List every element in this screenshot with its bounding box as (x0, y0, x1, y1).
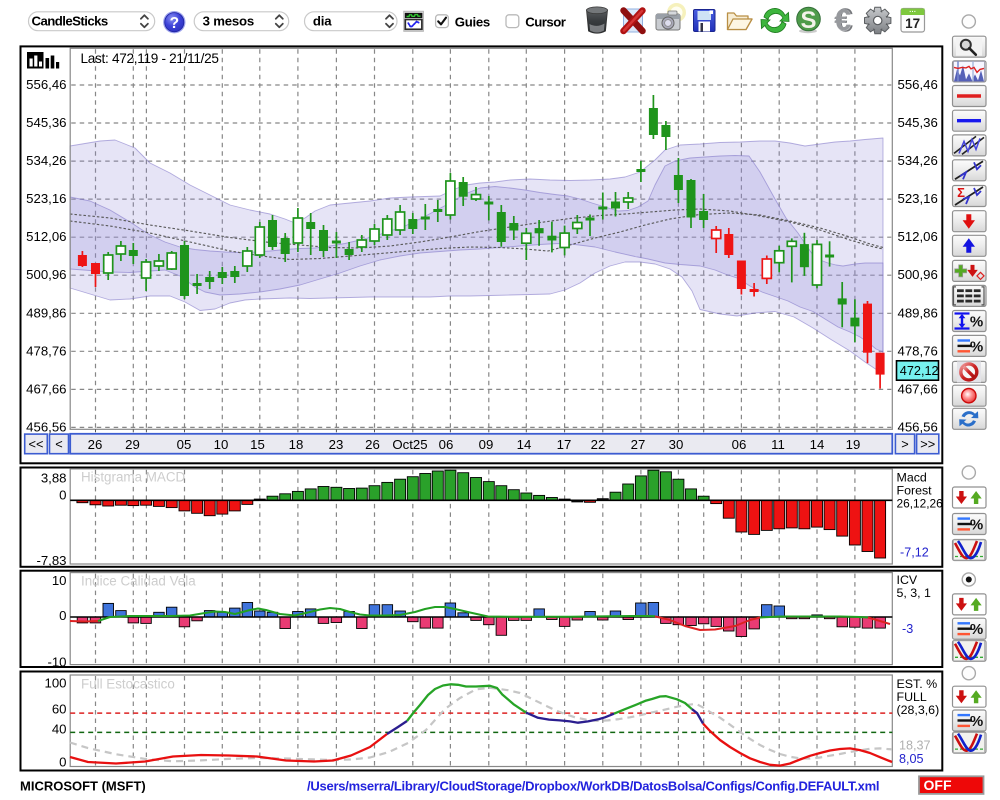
svg-text:<: < (55, 437, 62, 452)
svg-text:···: ··· (909, 9, 916, 16)
svg-text:478,76: 478,76 (898, 343, 938, 358)
svg-text:556,46: 556,46 (898, 77, 938, 92)
svg-text:8,05: 8,05 (899, 752, 924, 766)
svg-text:512,06: 512,06 (898, 229, 938, 244)
svg-text:17: 17 (557, 437, 572, 452)
svg-text:Last: 472,119 - 21/11/25: Last: 472,119 - 21/11/25 (81, 51, 219, 66)
svg-text:467,66: 467,66 (26, 381, 66, 396)
svg-text:-7,12: -7,12 (900, 546, 929, 560)
svg-text:534,26: 534,26 (898, 153, 938, 168)
svg-text:26,12,26: 26,12,26 (897, 497, 944, 511)
svg-text:?: ? (170, 15, 179, 32)
svg-text:512,06: 512,06 (26, 229, 66, 244)
svg-text:500,96: 500,96 (26, 267, 66, 282)
svg-text:ICV: ICV (897, 573, 918, 587)
svg-text:22: 22 (591, 437, 606, 452)
svg-text:/Users/mserra/Library/CloudSto: /Users/mserra/Library/CloudStorage/Dropb… (307, 779, 879, 794)
svg-text:534,26: 534,26 (26, 153, 66, 168)
svg-text:€: € (834, 2, 851, 37)
svg-text:10: 10 (214, 437, 229, 452)
svg-text:472,12: 472,12 (900, 364, 939, 378)
svg-text:S: S (800, 7, 816, 34)
svg-text:3,88: 3,88 (41, 470, 67, 485)
svg-text:456,56: 456,56 (898, 419, 938, 434)
svg-text:19: 19 (846, 437, 861, 452)
svg-text:100: 100 (44, 676, 66, 691)
svg-text:5, 3, 1: 5, 3, 1 (897, 586, 932, 600)
svg-text:40: 40 (52, 722, 67, 737)
svg-text:27: 27 (631, 437, 646, 452)
svg-text:Macd: Macd (897, 471, 927, 485)
svg-text:489,86: 489,86 (898, 305, 938, 320)
svg-text:%: % (970, 713, 983, 730)
svg-text:14: 14 (810, 437, 825, 452)
svg-text:MICROSOFT (MSFT): MICROSOFT (MSFT) (20, 779, 146, 794)
svg-text:545,36: 545,36 (26, 115, 66, 130)
svg-text:Σ: Σ (957, 185, 965, 200)
svg-text:17: 17 (905, 16, 920, 31)
svg-text:500,96: 500,96 (898, 267, 938, 282)
svg-text:523,16: 523,16 (26, 191, 66, 206)
svg-text:FULL: FULL (897, 690, 927, 704)
svg-text:09: 09 (479, 437, 494, 452)
svg-text:>>: >> (920, 437, 935, 452)
svg-text:-10: -10 (47, 654, 66, 669)
svg-text:0: 0 (59, 608, 66, 623)
svg-text:06: 06 (732, 437, 747, 452)
svg-text:Guies: Guies (455, 14, 490, 29)
svg-text:EST. %: EST. % (897, 677, 938, 691)
svg-text:14: 14 (517, 437, 532, 452)
svg-text:-7,83: -7,83 (36, 553, 66, 568)
svg-text:0: 0 (59, 754, 66, 769)
svg-text:523,16: 523,16 (898, 191, 938, 206)
svg-text:18,37: 18,37 (899, 739, 931, 753)
svg-text:-3: -3 (902, 622, 913, 636)
svg-text:3 mesos: 3 mesos (203, 14, 254, 29)
svg-text:10: 10 (52, 573, 67, 588)
svg-text:478,76: 478,76 (26, 343, 66, 358)
svg-text:%: % (970, 314, 983, 331)
svg-text:556,46: 556,46 (26, 77, 66, 92)
svg-text:€: € (835, 2, 853, 39)
svg-text:23: 23 (329, 437, 344, 452)
svg-text:26: 26 (88, 437, 103, 452)
svg-text:06: 06 (439, 437, 454, 452)
svg-text:<<: << (29, 437, 44, 452)
svg-text:30: 30 (669, 437, 684, 452)
svg-text:%: % (970, 517, 983, 534)
svg-text:467,66: 467,66 (898, 381, 938, 396)
svg-text:05: 05 (177, 437, 192, 452)
svg-text:456,56: 456,56 (26, 419, 66, 434)
svg-text:15: 15 (250, 437, 265, 452)
svg-text:Oct25: Oct25 (392, 437, 427, 452)
svg-text:11: 11 (771, 437, 785, 452)
svg-text:%: % (970, 338, 983, 355)
svg-text:CandleSticks: CandleSticks (32, 14, 108, 29)
svg-text:0: 0 (59, 488, 66, 503)
svg-text:Full Estocastico: Full Estocastico (81, 677, 175, 692)
svg-text:Forest: Forest (897, 484, 933, 498)
svg-text:Histgrama MACD: Histgrama MACD (81, 470, 185, 485)
svg-text:>: > (901, 437, 908, 452)
svg-text:60: 60 (52, 702, 67, 717)
svg-text:545,36: 545,36 (898, 115, 938, 130)
svg-text:Indice Calidad Vela: Indice Calidad Vela (81, 573, 196, 588)
svg-text:26: 26 (365, 437, 380, 452)
svg-text:dia: dia (313, 14, 332, 29)
svg-text:29: 29 (125, 437, 140, 452)
svg-text:Cursor: Cursor (525, 14, 566, 29)
svg-text:18: 18 (289, 437, 304, 452)
svg-text:OFF: OFF (924, 777, 952, 793)
svg-text:€: € (834, 4, 851, 37)
svg-text:%: % (970, 621, 983, 638)
svg-text:(28,3,6): (28,3,6) (897, 703, 940, 717)
svg-text:489,86: 489,86 (26, 305, 66, 320)
